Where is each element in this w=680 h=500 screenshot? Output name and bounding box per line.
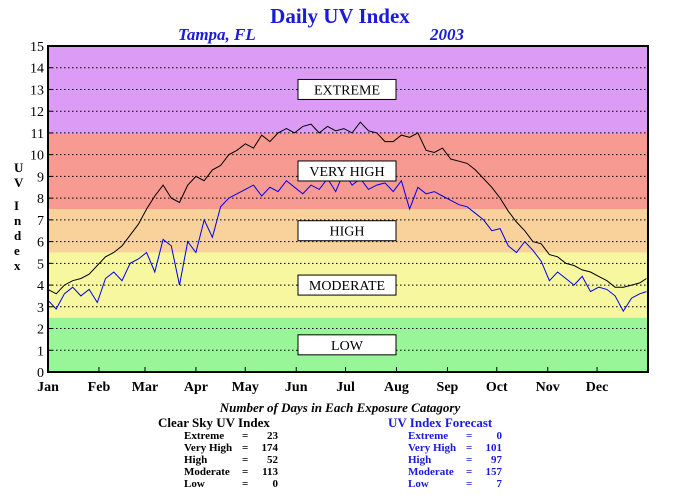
summary-count: 0: [496, 430, 503, 442]
band-label-box-extreme: [297, 78, 397, 100]
band-label-high: HIGH: [330, 225, 365, 240]
y-tick-label: 15: [30, 40, 44, 55]
x-tick-label: Aug: [384, 380, 409, 395]
summary-equals: =: [466, 466, 473, 478]
x-tick-label: Apr: [184, 380, 208, 395]
x-tick-label: Jan: [37, 380, 59, 395]
forecast-summary-title: UV Index Forecast: [388, 415, 493, 430]
summary-row: High = 52: [184, 454, 278, 466]
summary-count: 0: [272, 478, 279, 490]
y-tick-label: 5: [37, 257, 44, 272]
summary-category: Low: [408, 478, 429, 490]
y-tick-label: 3: [37, 301, 44, 316]
y-tick-label: 14: [30, 62, 44, 77]
summary-equals: =: [466, 442, 473, 454]
y-axis-label-letter: U: [14, 160, 24, 175]
x-tick-label: Dec: [586, 380, 609, 395]
summary-category: Moderate: [408, 466, 454, 478]
chart-title: Daily UV Index: [270, 4, 410, 28]
x-tick-label: May: [232, 380, 259, 395]
location-label: Tampa, FL: [178, 25, 256, 44]
summary-row: Moderate = 157: [408, 466, 502, 478]
y-axis-label-letter: x: [14, 258, 21, 273]
y-tick-label: 9: [37, 170, 44, 185]
summary-row: Moderate = 113: [184, 466, 278, 478]
x-tick-label: Feb: [88, 380, 111, 395]
x-tick-label: Jul: [336, 380, 355, 395]
summary-equals: =: [466, 430, 473, 442]
y-tick-label: 6: [37, 236, 44, 251]
band-label-low: LOW: [331, 339, 364, 354]
band-label-box-very-high: [297, 160, 397, 182]
summary-equals: =: [466, 478, 473, 490]
band-label-very-high: VERY HIGH: [309, 165, 384, 180]
summary-category: Very High: [408, 442, 457, 454]
y-tick-label: 10: [30, 149, 44, 164]
year-label: 2003: [430, 25, 464, 44]
y-tick-label: 0: [37, 366, 44, 381]
summary-count: 101: [485, 442, 503, 454]
summary-caption: Number of Days in Each Exposure Catagory: [219, 400, 461, 415]
y-axis-label-letter: V: [14, 175, 24, 190]
summary-category: Extreme: [408, 430, 449, 442]
y-axis-label-letter: e: [14, 243, 20, 258]
summary-row: High = 97: [408, 454, 502, 466]
x-tick-label: Jun: [285, 380, 308, 395]
summary-category: Extreme: [184, 430, 225, 442]
summary-equals: =: [466, 454, 473, 466]
plot-frame: [47, 45, 649, 373]
summary-equals: =: [242, 466, 249, 478]
y-tick-label: 11: [31, 127, 44, 142]
band-label-box-low: [297, 334, 397, 356]
summary-category: Moderate: [184, 466, 230, 478]
summary-count: 7: [496, 478, 503, 490]
summary-category: High: [408, 454, 432, 466]
summary-count: 97: [491, 454, 502, 466]
y-axis-label-letter: I: [14, 198, 20, 213]
summary-row: Low = 7: [408, 478, 502, 490]
y-tick-label: 8: [37, 192, 44, 207]
summary-row: Extreme = 23: [184, 430, 278, 442]
summary-count: 174: [261, 442, 279, 454]
y-tick-label: 2: [37, 323, 44, 338]
summary-equals: =: [242, 430, 249, 442]
x-tick-label: Sep: [437, 380, 459, 395]
series-line-clear-sky-uv-index: [47, 121, 647, 295]
y-axis-label-letter: d: [14, 228, 22, 243]
summary-row: Extreme = 0: [408, 430, 502, 442]
summary-row: Very High = 174: [184, 442, 278, 454]
y-tick-label: 4: [37, 279, 44, 294]
x-tick-label: Nov: [536, 380, 560, 395]
y-tick-label: 7: [37, 214, 44, 229]
summary-equals: =: [242, 478, 249, 490]
clear-sky-summary-title: Clear Sky UV Index: [158, 415, 270, 430]
summary-equals: =: [242, 442, 249, 454]
y-tick-label: 12: [30, 105, 44, 120]
summary-category: Low: [184, 478, 205, 490]
y-tick-label: 13: [30, 83, 44, 98]
summary-count: 23: [267, 430, 278, 442]
summary-category: Very High: [184, 442, 233, 454]
band-label-box-high: [297, 220, 397, 242]
band-label-extreme: EXTREME: [314, 83, 380, 98]
x-tick-label: Mar: [132, 380, 158, 395]
band-label-box-moderate: [297, 274, 397, 296]
y-tick-label: 1: [37, 344, 44, 359]
summary-equals: =: [242, 454, 249, 466]
summary-count: 113: [262, 466, 278, 478]
x-tick-label: Oct: [486, 380, 508, 395]
summary-row: Low = 0: [184, 478, 278, 490]
summary-category: High: [184, 454, 208, 466]
summary-count: 52: [267, 454, 278, 466]
summary-row: Very High = 101: [408, 442, 502, 454]
summary-count: 157: [485, 466, 503, 478]
y-axis-label-letter: n: [14, 213, 22, 228]
band-label-moderate: MODERATE: [309, 279, 385, 294]
